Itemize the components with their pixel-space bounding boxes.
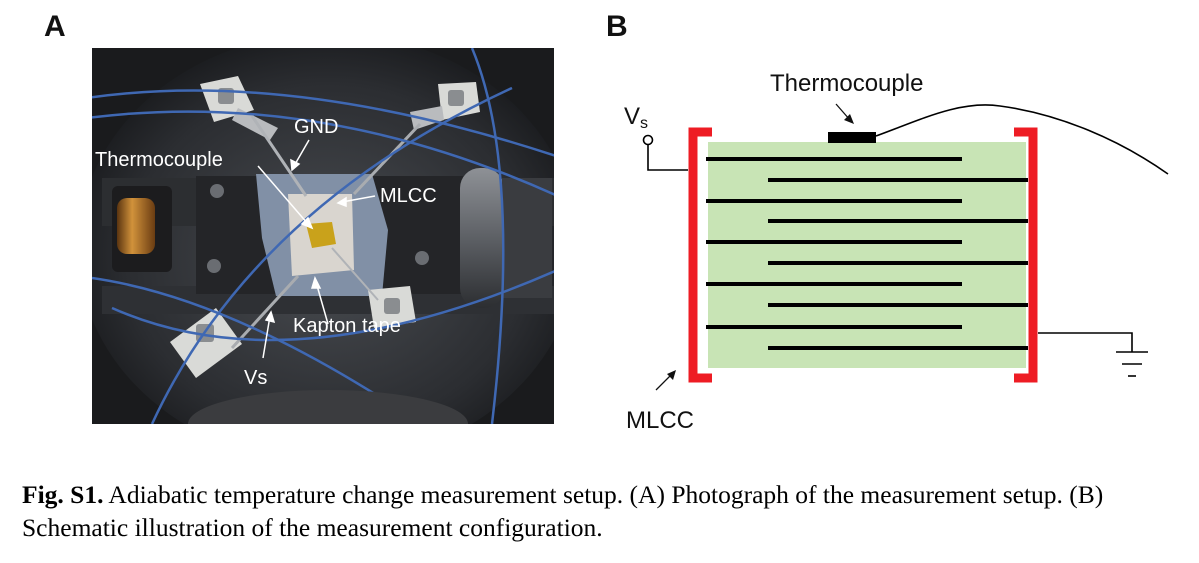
thermocouple-wire (875, 104, 1169, 175)
ground-icon (1116, 351, 1148, 377)
figure-caption: Fig. S1. Adiabatic temperature change me… (22, 478, 1182, 544)
screw (207, 259, 221, 273)
right-cylinder (460, 168, 504, 308)
thermocouple-wire (331, 247, 379, 301)
screw (210, 184, 224, 198)
probe-needle-gnd (250, 115, 308, 197)
probe-needle (352, 122, 422, 196)
measurement-schematic: Thermocouple Vs MLCC (624, 70, 1169, 434)
thermocouple-sensor (828, 132, 876, 143)
clamp-bottom-right (368, 286, 416, 328)
vs-wire (647, 145, 688, 171)
annotation-arrows (257, 139, 376, 359)
probe-needle-vs (230, 274, 300, 350)
thermocouple-pointer-head (844, 114, 854, 124)
schematic-label-thermocouple: Thermocouple (770, 70, 923, 97)
screw (415, 251, 429, 265)
photo-drawing: GND Thermocouple MLCC Kapton tape Vs (78, 33, 578, 463)
clamp-top-right (410, 82, 480, 130)
panel-b-letter: B (606, 10, 628, 43)
mlcc-pointer-head (667, 370, 676, 380)
schematic-label-mlcc: MLCC (626, 407, 694, 434)
ground-wire (1038, 332, 1133, 352)
blue-cables (86, 47, 563, 425)
schematic-label-vs: Vs (624, 103, 648, 132)
photo-label-vs: Vs (244, 367, 267, 389)
kapton-tape-patch (306, 222, 336, 248)
right-mount (502, 178, 552, 298)
caption-text: Adiabatic temperature change measurement… (22, 480, 1104, 542)
mlcc-body (708, 142, 1026, 368)
photo-label-mlcc: MLCC (380, 185, 437, 207)
photo-label-gnd: GND (294, 116, 338, 138)
photo-label-thermocouple: Thermocouple (95, 149, 223, 171)
vs-terminal (642, 134, 654, 146)
photo-label-kapton: Kapton tape (293, 315, 401, 337)
panel-a-letter: A (44, 10, 66, 43)
mlcc-pointer (655, 373, 673, 391)
right-termination (1014, 127, 1038, 383)
setup-photograph: GND Thermocouple MLCC Kapton tape Vs (78, 33, 578, 463)
caption-label: Fig. S1. (22, 480, 104, 509)
left-termination (688, 127, 712, 383)
copper-coil (117, 198, 155, 254)
internal-electrodes (706, 157, 1028, 350)
